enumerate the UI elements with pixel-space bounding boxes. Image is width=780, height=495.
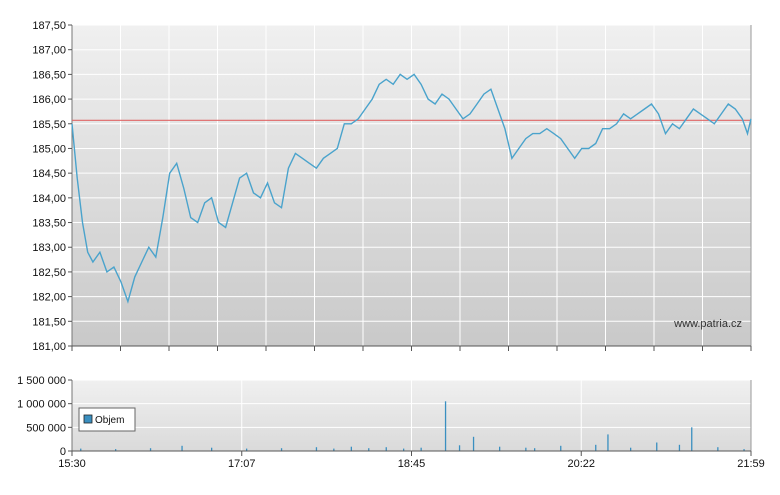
volume-y-tick-label: 0 [60, 446, 66, 458]
volume-bar [385, 447, 387, 451]
volume-bar [534, 448, 536, 451]
volume-grid [71, 379, 752, 452]
legend-box [78, 407, 136, 432]
volume-bar [499, 446, 501, 451]
volume-bar [211, 447, 213, 451]
volume-bar [691, 427, 693, 451]
price-series-line [71, 73, 752, 304]
volume-bar [315, 447, 318, 451]
volume-bars [80, 401, 745, 451]
price-y-tick-label: 183,50 [32, 218, 66, 230]
volume-bar [420, 447, 422, 451]
volume-bar [444, 401, 447, 451]
price-y-tick-label: 182,50 [32, 267, 66, 279]
legend-label: Objem [95, 415, 124, 426]
price-y-tick-label: 183,00 [32, 242, 66, 254]
volume-bar [115, 449, 117, 451]
volume-bar [280, 448, 283, 451]
legend-swatch-icon [83, 414, 93, 424]
price-y-tick-label: 181,50 [32, 316, 66, 328]
legend: Objem [78, 407, 136, 432]
price-y-tick-label: 185,00 [32, 143, 66, 155]
watermark-text: www.patria.cz [673, 318, 742, 330]
volume-bar [560, 445, 562, 451]
price-y-tick-label: 182,00 [32, 292, 66, 304]
volume-bar [403, 448, 405, 451]
price-y-tick-label: 186,50 [32, 69, 66, 81]
price-y-tick-label: 187,50 [32, 20, 66, 32]
price-y-tick-label: 187,00 [32, 45, 66, 57]
volume-bar [743, 449, 745, 451]
price-grid [71, 24, 752, 347]
volume-y-tick-label: 500 000 [26, 422, 66, 434]
volume-bar [80, 448, 82, 451]
x-tick-label: 20:22 [567, 458, 595, 470]
volume-bar [368, 448, 370, 451]
volume-bar [246, 448, 248, 451]
x-tick-label: 18:45 [398, 458, 426, 470]
price-y-tick-label: 184,00 [32, 193, 66, 205]
volume-bar [472, 436, 475, 451]
volume-bar [678, 444, 681, 451]
volume-bar [333, 448, 335, 451]
volume-bar [149, 448, 152, 451]
volume-bar [181, 445, 183, 451]
price-y-tick-label: 181,00 [32, 341, 66, 353]
volume-y-tick-label: 1 500 000 [17, 375, 66, 387]
volume-bar [350, 446, 352, 451]
price-y-tick-label: 185,50 [32, 119, 66, 131]
x-tick-label: 15:30 [58, 458, 86, 470]
price-y-tick-label: 186,00 [32, 94, 66, 106]
volume-bar [458, 445, 461, 451]
volume-bar [595, 444, 597, 451]
volume-bar [656, 442, 658, 451]
x-tick-label: 17:07 [228, 458, 256, 470]
price-x-ticks [71, 346, 752, 351]
volume-y-axis: 0 500 000 1 000 000 1 500 000 [17, 375, 72, 458]
price-y-axis: 181,00 181,50 182,00 182,50 183,00 183,50 184,… [32, 20, 72, 353]
volume-bar [630, 447, 632, 451]
volume-bar [525, 447, 527, 451]
x-tick-label: 21:59 [737, 458, 765, 470]
volume-bar [717, 447, 719, 451]
price-y-tick-label: 184,50 [32, 168, 66, 180]
volume-y-tick-label: 1 000 000 [17, 399, 66, 411]
volume-bar [607, 434, 609, 451]
volume-x-axis: 15:30 17:07 18:45 20:22 21:59 [58, 451, 765, 470]
